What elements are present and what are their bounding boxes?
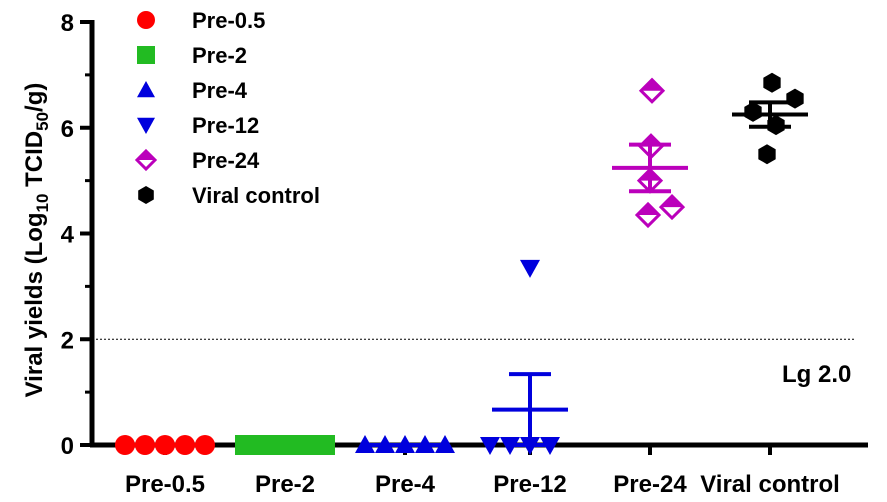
x-tick-label-4: Pre-24: [613, 471, 687, 498]
y-tick-label-2: 2: [61, 327, 74, 354]
reference-line-label: Lg 2.0: [782, 361, 851, 388]
x-tick-label-1: Pre-2: [255, 471, 315, 498]
point-5-0: [763, 72, 781, 93]
x-tick-label-0: Pre-0.5: [125, 471, 205, 498]
legend-marker-0: [137, 11, 155, 29]
legend: Pre-0.5 Pre-2 Pre-4 Pre-12 Pre-24 Viral contr…: [134, 8, 320, 208]
y-tick-label-8: 8: [61, 10, 74, 37]
x-tick-label-5: Viral control: [700, 471, 840, 498]
x-tick-label-2: Pre-4: [375, 471, 436, 498]
series-4: [612, 77, 688, 229]
legend-label-4: Pre-24: [192, 148, 260, 173]
point-4-3: [658, 193, 686, 221]
data-marks: [115, 72, 808, 455]
point-1-4: [315, 435, 335, 455]
axes: 0 2 4 6 8 Pre-0.5 Pre-2 Pre-4 Pre-12 Pre-24 Viral …: [61, 10, 868, 498]
legend-label-1: Pre-2: [192, 43, 247, 68]
legend-label-0: Pre-0.5: [192, 8, 265, 33]
point-2-0: [355, 435, 375, 453]
legend-marker-4-fill: [137, 151, 155, 160]
point-4-0: [638, 77, 666, 104]
point-4-0-fill: [641, 79, 663, 91]
y-tick-label-6: 6: [61, 116, 74, 143]
legend-label-5: Viral control: [192, 183, 320, 208]
point-1-0: [235, 435, 255, 455]
series-0: [115, 435, 215, 455]
legend-marker-1: [137, 46, 155, 64]
point-4-3-fill: [661, 196, 683, 208]
x-tick-label-3: Pre-12: [493, 471, 566, 498]
point-4-4-fill: [637, 203, 659, 215]
legend-marker-2: [137, 81, 155, 98]
series-3: [480, 259, 568, 455]
legend-marker-3: [137, 117, 155, 134]
legend-marker-4: [134, 148, 158, 172]
point-5-2: [744, 101, 762, 122]
point-5-4: [758, 144, 776, 165]
series-5: [732, 72, 808, 165]
y-axis-label: Viral yields (Log10 TCID50/g): [21, 83, 52, 398]
series-2: [355, 435, 455, 453]
point-0-0: [115, 435, 135, 455]
legend-marker-5: [138, 186, 154, 204]
point-3-4: [520, 259, 540, 278]
series-1: [235, 435, 335, 455]
y-tick-label-0: 0: [61, 433, 74, 460]
y-tick-label-4: 4: [61, 222, 75, 249]
point-0-4: [195, 435, 215, 455]
point-4-4: [634, 201, 662, 229]
legend-label-3: Pre-12: [192, 113, 259, 138]
point-2-4: [435, 435, 455, 453]
point-5-1: [786, 88, 804, 109]
legend-label-2: Pre-4: [192, 78, 248, 103]
point-3-0: [480, 437, 500, 455]
